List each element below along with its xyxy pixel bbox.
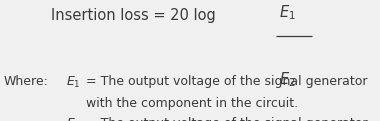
Text: $E_1$: $E_1$	[66, 75, 81, 90]
Text: = The output voltage of the signal generator: = The output voltage of the signal gener…	[86, 117, 367, 121]
Text: Where:: Where:	[4, 75, 49, 88]
Text: $E_2$: $E_2$	[66, 117, 81, 121]
Text: Insertion loss = 20 log: Insertion loss = 20 log	[51, 8, 221, 23]
Text: = The output voltage of the signal generator: = The output voltage of the signal gener…	[86, 75, 367, 88]
Text: $E_1$: $E_1$	[279, 4, 296, 22]
Text: $E_2$: $E_2$	[279, 70, 296, 89]
Text: with the component in the circuit.: with the component in the circuit.	[86, 97, 298, 110]
